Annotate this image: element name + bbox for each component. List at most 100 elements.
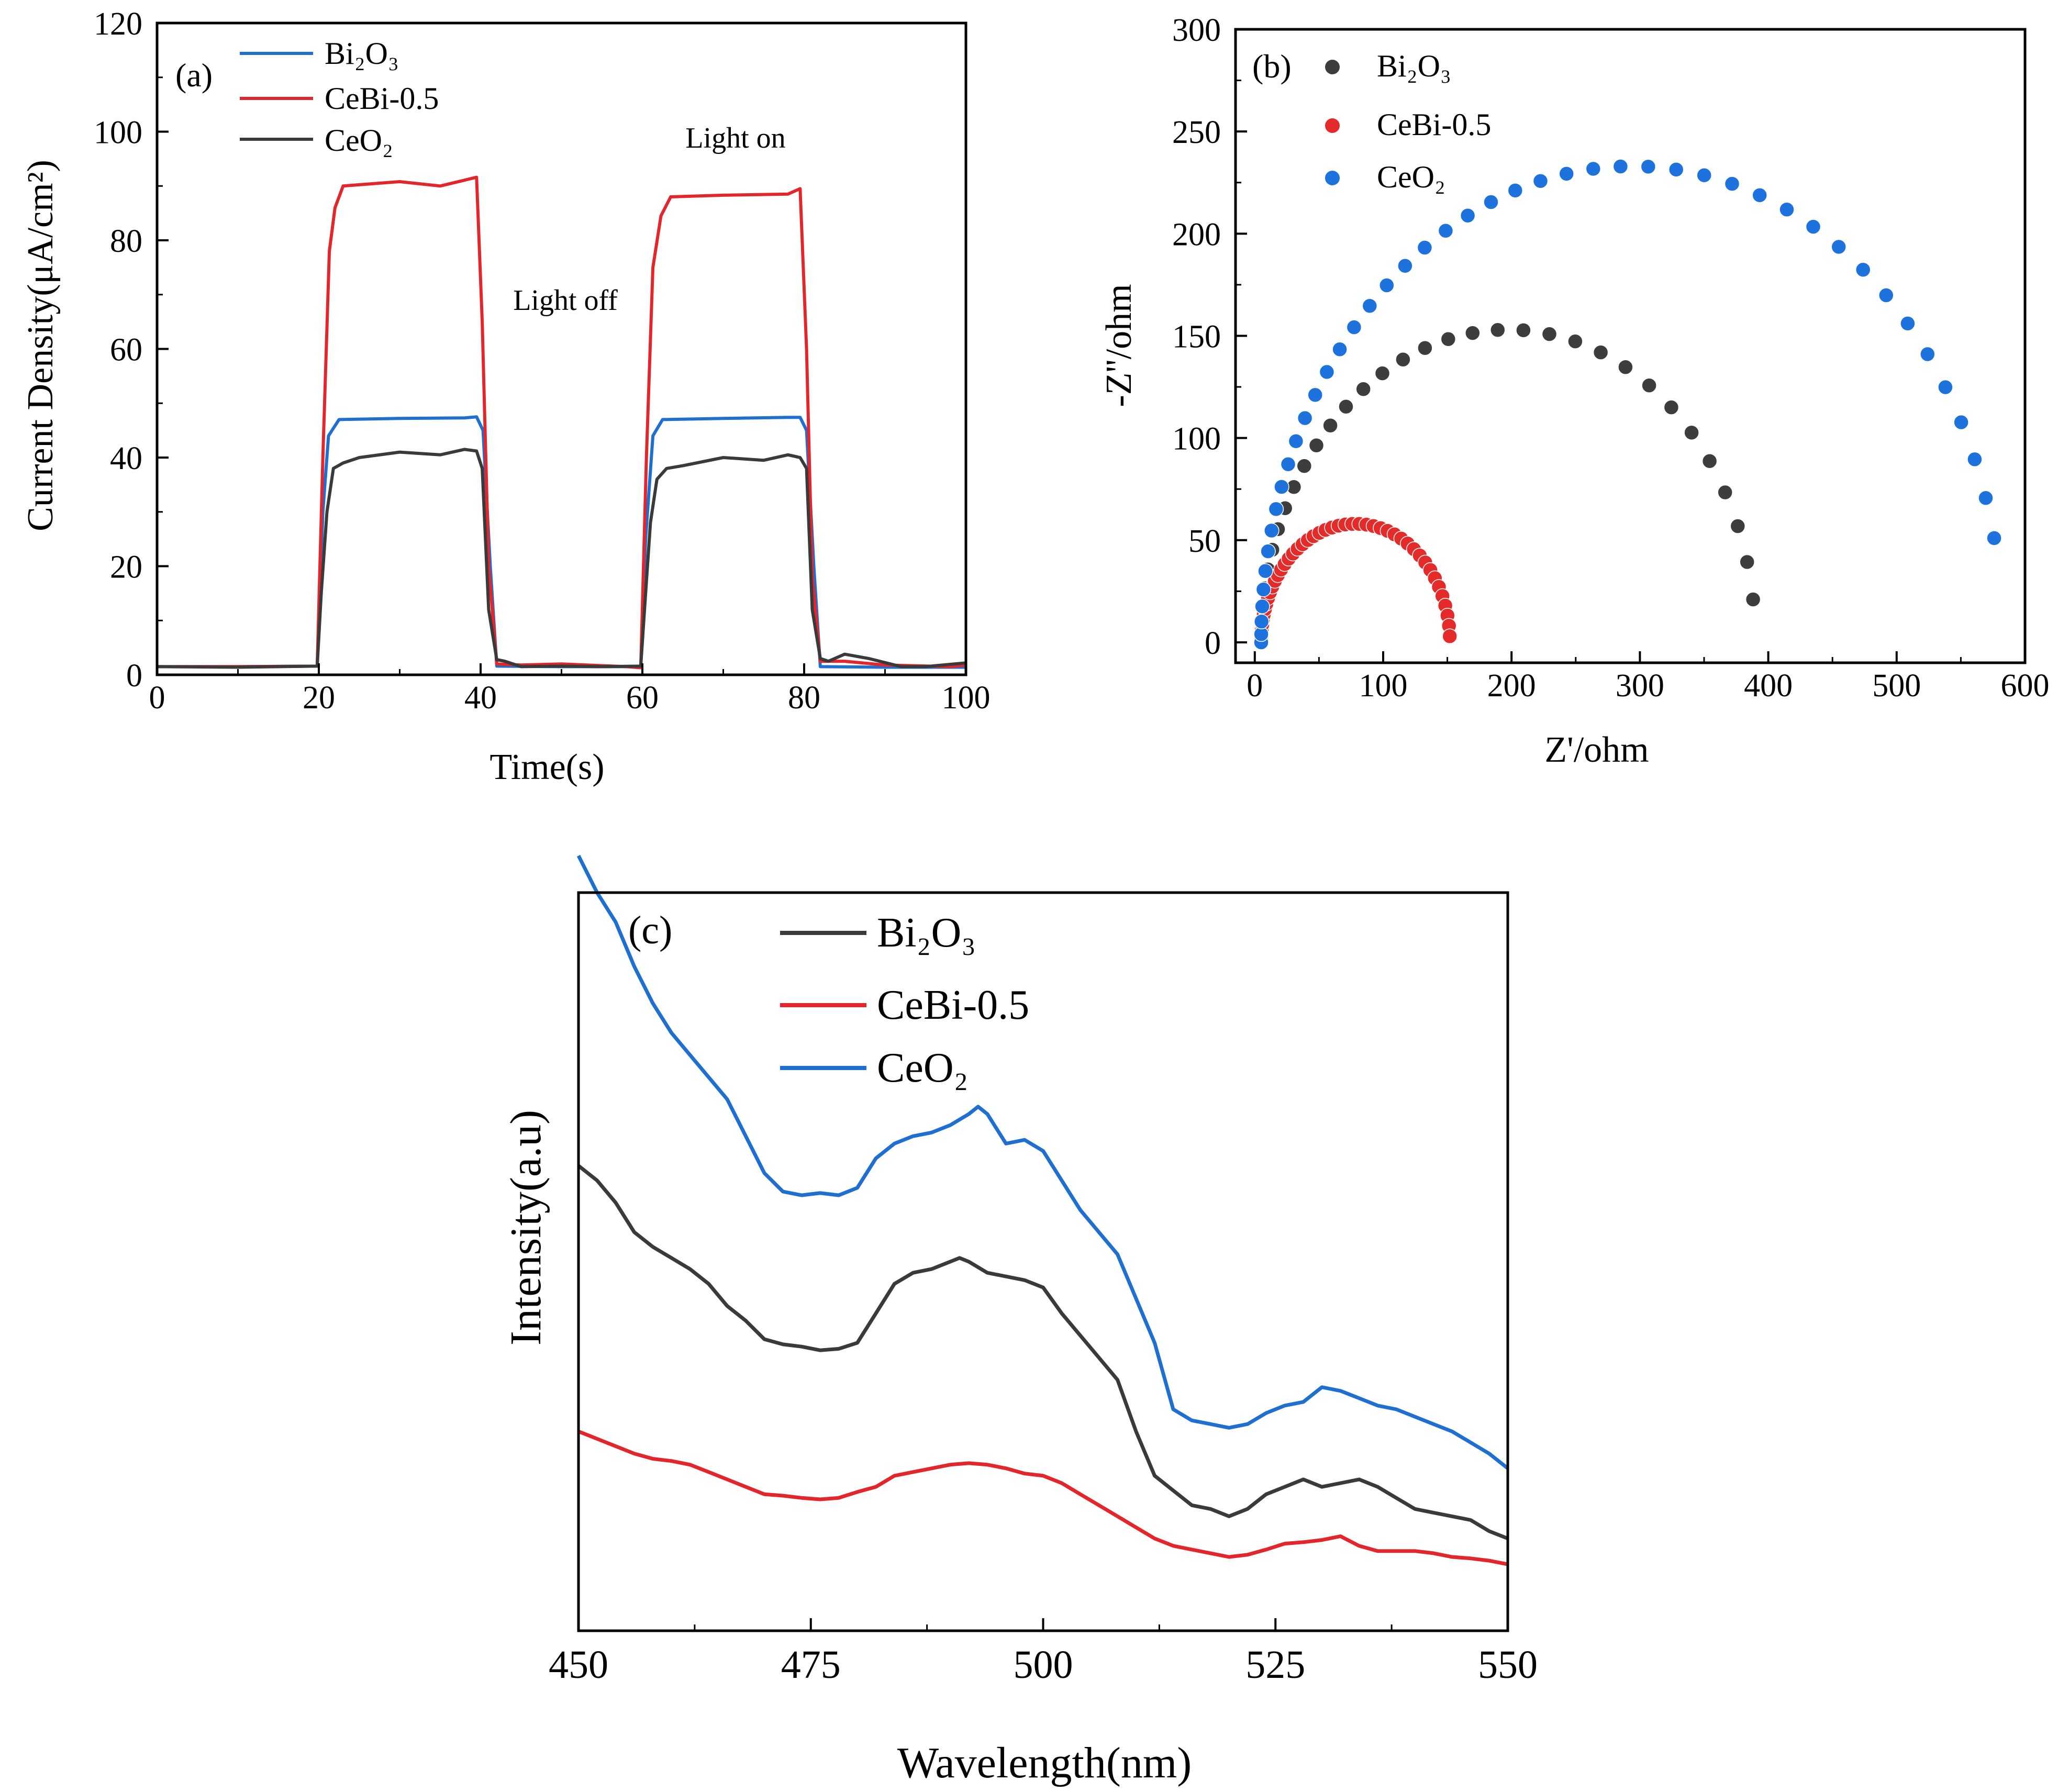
series-point-bi2o3 (1465, 325, 1481, 341)
panel-b-frame (1234, 28, 2027, 664)
series-point-ceo2 (1319, 364, 1335, 380)
panel-a-label: (a) (175, 57, 213, 94)
panel-c-xtick-label: 525 (1245, 1643, 1305, 1687)
series-point-ceo2 (1483, 194, 1499, 210)
series-point-ceo2 (1532, 173, 1549, 189)
panel-c-label: (c) (628, 908, 672, 952)
series-point-bi2o3 (1395, 351, 1411, 368)
panel-a-xtick-label: 0 (149, 680, 165, 716)
panel-a: 0 20 40 60 80 100 0 20 40 60 80 100 120 Time(s) Curr… (20, 6, 991, 787)
series-point-ceo2 (1752, 187, 1767, 203)
panel-a-ytick-label: 60 (110, 332, 142, 368)
panel-a-ytick-label: 80 (110, 224, 142, 259)
series-point-ceo2 (1938, 379, 1953, 395)
series-point-bi2o3 (1417, 340, 1433, 356)
series-point-ceo2 (1260, 543, 1276, 559)
series-point-ceo2 (1255, 582, 1272, 597)
series-point-ceo2 (1460, 207, 1476, 224)
panel-c-ylabel: Intensity(a.u) (502, 1110, 550, 1345)
series-point-cebi-0-5 (1442, 628, 1458, 644)
series-point-ceo2 (1268, 501, 1284, 517)
panel-c-ticks: 450 475 500 525 550 (549, 1618, 1538, 1687)
series-point-ceo2 (1900, 316, 1916, 331)
series-point-bi2o3 (1355, 381, 1371, 397)
series-point-bi2o3 (1440, 331, 1456, 347)
panel-b-legend: Bi₂O₃ CeBi-0.5 CeO₂ (1325, 49, 1491, 194)
panel-b-ytick-label: 50 (1188, 524, 1221, 559)
panel-c-xtick-label: 500 (1014, 1643, 1073, 1687)
series-point-ceo2 (1253, 614, 1270, 630)
panel-a-ticks: 0 20 40 60 80 100 0 20 40 60 80 100 120 (94, 6, 991, 716)
series-point-bi2o3 (1745, 592, 1761, 607)
panel-b-xtick-label: 600 (2001, 668, 2050, 704)
panel-b-ytick-label: 0 (1205, 626, 1221, 661)
series-point-bi2o3 (1593, 344, 1609, 360)
panel-a-xtick-label: 40 (464, 680, 497, 716)
series-point-ceo2 (1438, 223, 1454, 239)
panel-a-ylabel: Current Density(μA/cm²) (20, 160, 61, 531)
panel-a-legend: Bi₂O₃ CeBi-0.5 CeO₂ (240, 36, 439, 158)
panel-a-series-group (157, 175, 966, 670)
panel-c-xtick-label: 550 (1478, 1643, 1538, 1687)
series-point-ceo2 (1878, 287, 1894, 303)
series-point-bi2o3 (1541, 326, 1558, 342)
series-point-ceo2 (1346, 319, 1362, 335)
panel-b-xlabel: Z'/ohm (1544, 730, 1649, 770)
panel-b-xtick-label: 500 (1872, 668, 1921, 704)
panel-a-legend-ceo2: CeO₂ (325, 123, 393, 158)
panel-a-xlabel: Time(s) (490, 747, 604, 787)
series-point-bi2o3 (1730, 518, 1746, 534)
series-point-ceo2 (1779, 202, 1795, 218)
series-line-bi2o3 (577, 1164, 1509, 1541)
series-point-ceo2 (1274, 479, 1289, 495)
series-point-bi2o3 (1308, 437, 1325, 453)
panel-a-xtick-label: 20 (303, 680, 335, 716)
series-point-ceo2 (1855, 262, 1871, 277)
series-point-ceo2 (1967, 451, 1983, 468)
panel-c-series-group (576, 854, 1509, 1566)
series-point-ceo2 (1640, 159, 1656, 175)
panel-b-ylabel: -Z''/ohm (1099, 284, 1139, 407)
series-line-ceo2 (576, 854, 1509, 1470)
series-point-ceo2 (1264, 522, 1280, 539)
panel-c-xlabel: Wavelength(nm) (897, 1739, 1192, 1787)
series-point-ceo2 (1332, 341, 1348, 358)
series-point-bi2o3 (1641, 377, 1657, 394)
panel-b-legend-cebi: CeBi-0.5 (1377, 107, 1491, 142)
series-point-ceo2 (1585, 161, 1601, 177)
series-point-ceo2 (1953, 414, 1969, 430)
panel-c-xtick-label: 475 (781, 1643, 841, 1687)
panel-a-annotation-light-off: Light off (513, 284, 618, 317)
panel-b-ytick-label: 100 (1172, 421, 1221, 457)
panel-b-legend-ceo2: CeO₂ (1377, 160, 1445, 194)
series-point-bi2o3 (1618, 359, 1633, 375)
panel-b-legend-marker-ceo2 (1325, 171, 1340, 185)
series-point-bi2o3 (1739, 554, 1755, 570)
series-point-bi2o3 (1717, 484, 1733, 500)
panel-c-xtick-label: 450 (549, 1643, 608, 1687)
series-point-ceo2 (1978, 490, 1994, 506)
panel-a-xtick-label: 60 (626, 680, 659, 716)
panel-c: 450 475 500 525 550 Wavelength(nm) Intensity… (502, 854, 1538, 1787)
panel-b-xtick-label: 300 (1616, 668, 1664, 704)
panel-a-ytick-label: 120 (94, 6, 142, 42)
panel-b-xtick-label: 0 (1247, 668, 1263, 704)
series-point-ceo2 (1831, 239, 1846, 255)
panel-b-ytick-label: 300 (1172, 13, 1221, 48)
panel-a-xtick-label: 80 (788, 680, 820, 716)
series-point-ceo2 (1258, 563, 1273, 579)
panel-b-xtick-label: 100 (1359, 668, 1407, 704)
series-point-bi2o3 (1516, 322, 1531, 338)
series-point-ceo2 (1668, 162, 1684, 177)
series-point-bi2o3 (1374, 365, 1390, 381)
series-point-ceo2 (1254, 598, 1270, 615)
series-point-ceo2 (1805, 219, 1821, 235)
panel-b-xtick-label: 400 (1744, 668, 1793, 704)
series-line-ceo2 (157, 448, 966, 669)
panel-b-xtick-label: 200 (1487, 668, 1536, 704)
panel-b-legend-marker-cebi (1325, 118, 1340, 133)
series-point-bi2o3 (1296, 458, 1312, 474)
series-point-bi2o3 (1338, 398, 1354, 415)
series-point-ceo2 (1696, 168, 1712, 183)
